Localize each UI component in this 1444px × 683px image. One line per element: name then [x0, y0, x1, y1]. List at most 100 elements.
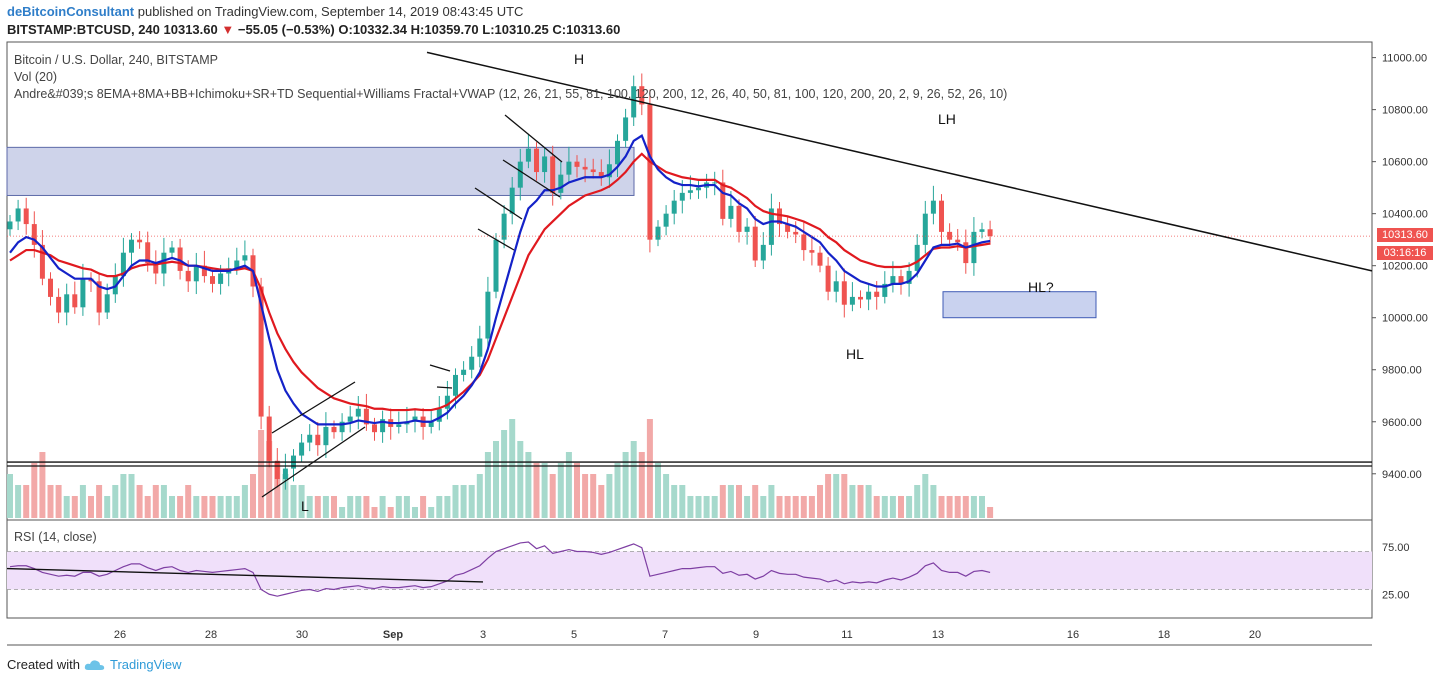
candle-body — [274, 460, 280, 479]
volume-bar — [47, 485, 54, 518]
chart-frame — [6, 41, 1373, 646]
low-value: 10310.25 — [494, 22, 549, 37]
hl-target-zone — [942, 291, 1097, 319]
price-tick-label: 9800.00 — [1382, 365, 1422, 377]
volume-bar — [15, 485, 22, 518]
drawings-layer — [261, 114, 563, 498]
plot-border — [6, 41, 1373, 619]
down-arrow-icon: ▼ — [221, 22, 235, 37]
candles-layer — [7, 73, 993, 490]
rsi-band — [7, 551, 1372, 590]
candle-body — [615, 140, 620, 165]
volume-bar — [7, 474, 13, 518]
price-tick-label: 10000.00 — [1382, 313, 1428, 325]
volume-bar — [96, 485, 103, 518]
volume-bar — [217, 496, 224, 518]
time-tick-label: 20 — [1249, 629, 1261, 641]
candle-body — [963, 242, 969, 264]
candle-body — [80, 278, 86, 308]
volume-bar — [719, 485, 726, 518]
drawn-trend-segment — [271, 381, 356, 434]
time-tick-label: 7 — [662, 629, 668, 641]
volume-bar — [946, 496, 953, 518]
candle-body — [436, 408, 442, 422]
candle-body — [914, 244, 920, 271]
drawn-trend-segment — [429, 364, 451, 372]
candle-body — [380, 419, 386, 433]
drawn-trend-segment — [474, 187, 523, 220]
drawn-trend-segment — [477, 228, 515, 251]
candle-body — [922, 213, 928, 245]
volume-bar — [606, 474, 613, 518]
time-tick-label: 16 — [1067, 629, 1079, 641]
volume-bar — [460, 485, 467, 518]
volume-bar — [88, 496, 94, 518]
candle-body — [801, 234, 807, 251]
volume-bar — [549, 474, 556, 518]
candle-body — [193, 265, 199, 282]
fast-ma-line — [9, 133, 991, 426]
volume-bar — [241, 485, 248, 518]
candle-body — [177, 247, 183, 271]
volume-bar — [104, 496, 111, 518]
volume-bar — [517, 441, 524, 518]
volume-bar — [290, 485, 297, 518]
candle-body — [882, 283, 888, 297]
volume-bar — [598, 485, 605, 518]
candle-body — [339, 421, 345, 433]
author-link[interactable]: deBitcoinConsultant — [7, 4, 135, 19]
volume-bar — [525, 452, 532, 518]
price-tick-label: 11000.00 — [1382, 53, 1427, 65]
candle-body — [56, 296, 62, 313]
volume-bar — [752, 485, 759, 518]
candle-body — [315, 434, 321, 446]
candle-body — [639, 86, 645, 105]
candle-body — [542, 156, 548, 173]
symbol-label: BITSTAMP:BTCUSD, 240 — [7, 22, 160, 37]
candle-body — [890, 276, 896, 284]
time-tick-label: 3 — [480, 629, 486, 641]
volume-layer — [7, 419, 994, 518]
candle-body — [363, 408, 369, 425]
volume-bar — [622, 452, 629, 518]
volume-bar — [671, 485, 678, 518]
high-value: 10359.70 — [424, 22, 479, 37]
candle-body — [169, 247, 175, 253]
candle-body — [971, 231, 977, 264]
volume-bar — [493, 441, 499, 518]
rsi-tick-label: 25.00 — [1382, 589, 1410, 601]
drawn-trend-segment — [504, 114, 563, 163]
candle-body — [793, 231, 799, 235]
legend-rsi: RSI (14, close) — [14, 530, 97, 544]
candle-body — [461, 369, 467, 375]
volume-bar — [987, 507, 994, 518]
created-with-label: Created with — [7, 657, 80, 672]
candle-body — [299, 442, 305, 456]
volume-bar — [185, 485, 192, 518]
close-label: C: — [552, 22, 567, 37]
candle-body — [760, 244, 766, 261]
volume-bar — [379, 496, 386, 518]
candle-body — [396, 424, 402, 427]
volume-bar — [849, 485, 856, 518]
time-tick-label: 13 — [932, 629, 944, 641]
time-tick-label: 5 — [571, 629, 577, 641]
volume-bar — [800, 496, 807, 518]
tradingview-brand[interactable]: TradingView — [109, 657, 182, 672]
candle-body — [96, 281, 102, 313]
volume-bar — [136, 485, 143, 518]
volume-bar — [31, 463, 38, 518]
candle-body — [898, 276, 904, 284]
candle-body — [728, 205, 734, 219]
cloud-icon — [84, 659, 105, 670]
candle-body — [64, 294, 70, 313]
countdown-badge: 03:16:16 — [1377, 246, 1433, 260]
quote-line: BITSTAMP:BTCUSD, 240 10313.60 ▼ −55.05 (… — [7, 22, 620, 37]
candle-body — [444, 395, 450, 409]
candle-body — [930, 200, 936, 214]
candle-body — [15, 208, 21, 222]
volume-bar — [128, 474, 135, 518]
candle-body — [137, 239, 143, 243]
candle-body — [979, 229, 985, 232]
